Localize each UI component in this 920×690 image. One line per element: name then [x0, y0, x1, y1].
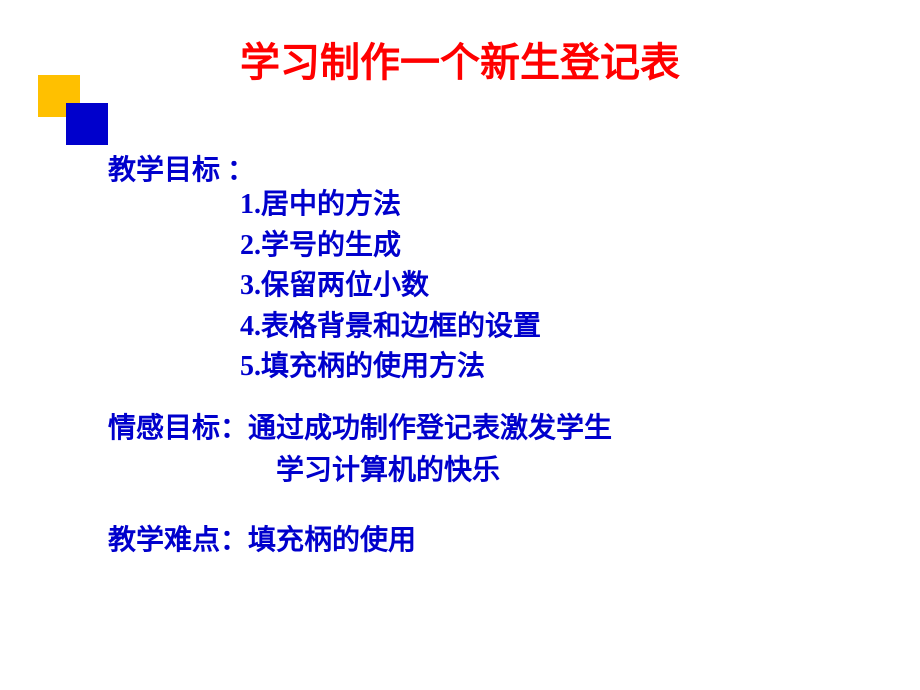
emotional-objectives: 情感目标：通过成功制作登记表激发学生 学习计算机的快乐 [108, 408, 612, 492]
blue-square [66, 103, 108, 145]
objectives-list: 1.居中的方法 2.学号的生成 3.保留两位小数 4.表格背景和边框的设置 5.… [240, 185, 541, 388]
difficulty-content: 填充柄的使用 [248, 525, 416, 556]
teaching-objectives-label: 教学目标 ： [108, 148, 255, 188]
objective-item: 3.保留两位小数 [240, 266, 541, 307]
emotional-label: 情感目标： [108, 413, 248, 444]
emotional-line2: 学习计算机的快乐 [276, 450, 612, 492]
objective-item: 2.学号的生成 [240, 226, 541, 267]
objective-item: 4.表格背景和边框的设置 [240, 307, 541, 348]
teaching-difficulty: 教学难点：填充柄的使用 [108, 518, 416, 558]
emotional-line1: 通过成功制作登记表激发学生 [248, 413, 612, 444]
objective-item: 5.填充柄的使用方法 [240, 347, 541, 388]
difficulty-label: 教学难点： [108, 525, 248, 556]
objective-item: 1.居中的方法 [240, 185, 541, 226]
slide-title: 学习制作一个新生登记表 [0, 30, 920, 88]
